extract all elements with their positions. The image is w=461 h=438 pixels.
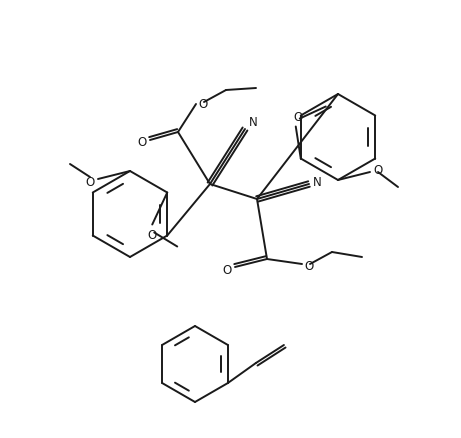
Text: O: O [198, 98, 207, 111]
Text: O: O [137, 135, 147, 148]
Text: O: O [85, 175, 95, 188]
Text: N: N [248, 115, 257, 128]
Text: N: N [313, 176, 321, 189]
Text: O: O [148, 229, 157, 241]
Text: O: O [304, 260, 313, 273]
Text: O: O [293, 111, 302, 124]
Text: O: O [222, 263, 231, 276]
Text: O: O [373, 164, 383, 177]
